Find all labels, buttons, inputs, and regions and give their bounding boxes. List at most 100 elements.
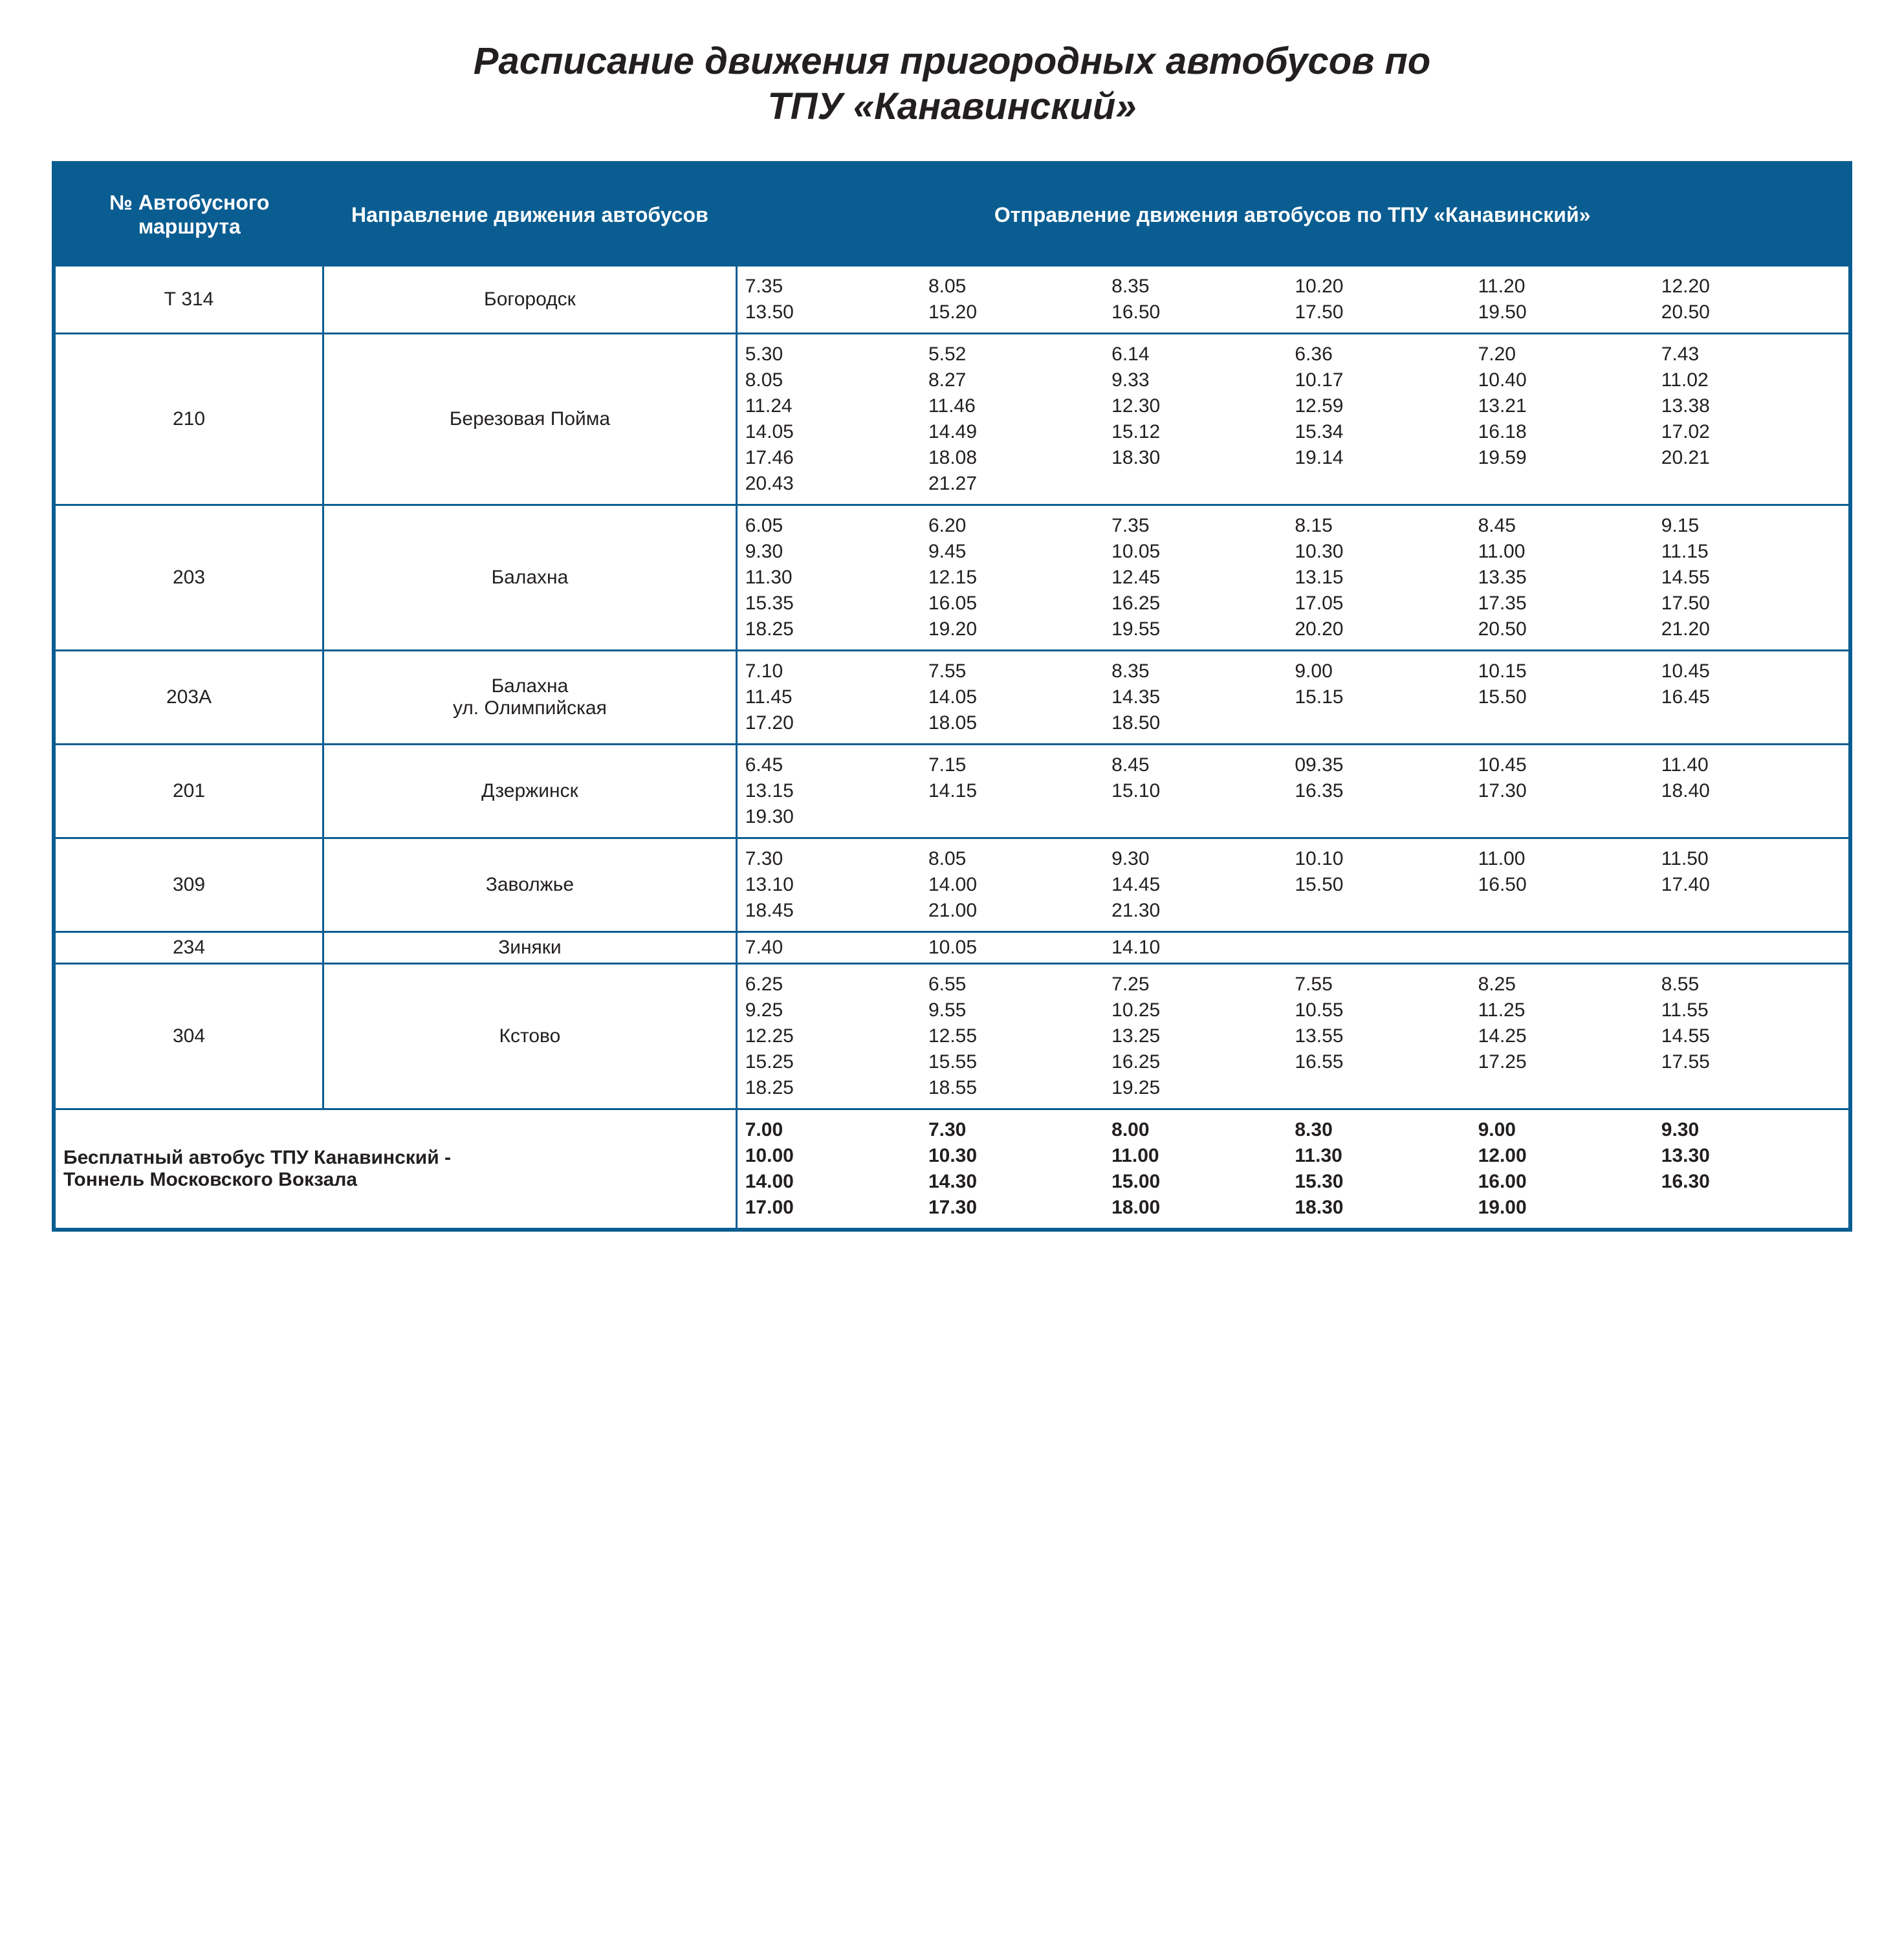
departure-time: 16.45 [1661, 686, 1841, 708]
departure-time: 6.55 [928, 974, 1108, 996]
departure-time: 18.50 [1111, 712, 1291, 734]
departure-time: 6.45 [745, 754, 925, 776]
departure-time: 15.35 [745, 593, 925, 615]
departure-time: 15.12 [1111, 421, 1291, 443]
departure-time: 14.45 [1111, 874, 1291, 896]
departure-time: 6.05 [745, 515, 925, 537]
departure-time: 7.55 [1295, 974, 1474, 996]
departure-time: 8.35 [1111, 276, 1291, 298]
departure-time: 11.46 [928, 395, 1108, 417]
departure-time: 10.15 [1478, 660, 1658, 682]
departure-time: 11.40 [1661, 754, 1841, 776]
departure-time: 17.30 [1478, 780, 1658, 802]
departure-time: 15.55 [928, 1051, 1108, 1073]
departure-time: 9.00 [1295, 660, 1474, 682]
table-row: Т 314Богородск7.358.058.3510.2011.2012.2… [54, 266, 1850, 334]
departure-time: 13.38 [1661, 395, 1841, 417]
departure-time: 15.20 [928, 301, 1108, 323]
departure-time: 7.15 [928, 754, 1108, 776]
departure-time: 15.34 [1295, 421, 1474, 443]
departure-time: 7.40 [745, 937, 925, 959]
route-number: 203 [54, 505, 323, 651]
departure-time: 10.45 [1661, 660, 1841, 682]
departure-time: 20.43 [745, 473, 925, 495]
departure-time: 10.55 [1295, 999, 1474, 1021]
departure-time: 11.15 [1661, 541, 1841, 563]
departure-time: 13.10 [745, 874, 925, 896]
destination: Березовая Пойма [323, 334, 737, 505]
departure-time: 11.30 [1295, 1145, 1474, 1167]
departure-time: 17.55 [1661, 1051, 1841, 1073]
departure-time: 7.30 [928, 1119, 1108, 1141]
departure-time: 6.36 [1295, 343, 1474, 365]
departure-time: 16.50 [1478, 874, 1658, 896]
route-number: Т 314 [54, 266, 323, 334]
departure-time: 8.05 [745, 369, 925, 391]
departure-time: 6.14 [1111, 343, 1291, 365]
departure-time: 16.00 [1478, 1171, 1658, 1193]
departure-time: 19.30 [745, 806, 925, 828]
departure-time: 20.50 [1478, 618, 1658, 640]
departure-time: 17.20 [745, 712, 925, 734]
departure-time: 17.25 [1478, 1051, 1658, 1073]
route-number: 210 [54, 334, 323, 505]
departure-time: 10.00 [745, 1145, 925, 1167]
departure-time: 11.55 [1661, 999, 1841, 1021]
table-row: 304Кстово6.256.557.257.558.258.559.259.5… [54, 964, 1850, 1109]
departure-time: 20.21 [1661, 447, 1841, 469]
departure-time: 13.25 [1111, 1025, 1291, 1047]
departure-time: 16.18 [1478, 421, 1658, 443]
departure-time: 14.30 [928, 1171, 1108, 1193]
departure-time: 16.55 [1295, 1051, 1474, 1073]
departure-time: 8.27 [928, 369, 1108, 391]
departure-time: 19.00 [1478, 1197, 1658, 1219]
departure-time: 17.35 [1478, 593, 1658, 615]
departure-time: 12.30 [1111, 395, 1291, 417]
destination: Богородск [323, 266, 737, 334]
departure-time: 17.30 [928, 1197, 1108, 1219]
destination: Балахна [323, 505, 737, 651]
departure-time: 20.20 [1295, 618, 1474, 640]
departure-time: 7.55 [928, 660, 1108, 682]
departure-time: 10.30 [1295, 541, 1474, 563]
col-header-departures: Отправление движения автобусов по ТПУ «К… [736, 163, 1850, 266]
departure-time: 11.45 [745, 686, 925, 708]
departure-time: 21.27 [928, 473, 1108, 495]
departure-time: 8.45 [1478, 515, 1658, 537]
table-row: 210Березовая Пойма5.305.526.146.367.207.… [54, 334, 1850, 505]
departure-time: 7.35 [745, 276, 925, 298]
departure-time: 8.15 [1295, 515, 1474, 537]
departure-times: 7.107.558.359.0010.1510.4511.4514.0514.3… [736, 651, 1850, 745]
departure-times: 7.4010.0514.10 [736, 932, 1850, 964]
departure-time: 16.25 [1111, 593, 1291, 615]
departure-time: 14.35 [1111, 686, 1291, 708]
departure-time: 11.00 [1111, 1145, 1291, 1167]
departure-time: 7.30 [745, 848, 925, 870]
departure-time: 14.05 [745, 421, 925, 443]
departure-time: 8.00 [1111, 1119, 1291, 1141]
departure-time: 16.05 [928, 593, 1108, 615]
departure-time: 11.00 [1478, 541, 1658, 563]
departure-time: 13.55 [1295, 1025, 1474, 1047]
departure-time: 13.15 [1295, 567, 1474, 589]
schedule-table: № Автобусного маршрута Направление движе… [52, 161, 1852, 1232]
departure-time: 13.30 [1661, 1145, 1841, 1167]
departure-times: 6.457.158.4509.3510.4511.4013.1514.1515.… [736, 745, 1850, 838]
departure-time: 18.30 [1295, 1197, 1474, 1219]
departure-time: 18.40 [1661, 780, 1841, 802]
departure-time: 14.05 [928, 686, 1108, 708]
departure-time: 8.05 [928, 276, 1108, 298]
departure-time: 11.00 [1478, 848, 1658, 870]
departure-time: 11.20 [1478, 276, 1658, 298]
departure-time: 14.55 [1661, 1025, 1841, 1047]
departure-time: 9.30 [745, 541, 925, 563]
departure-time: 19.55 [1111, 618, 1291, 640]
departure-time: 7.20 [1478, 343, 1658, 365]
departure-time: 8.05 [928, 848, 1108, 870]
departure-time: 16.25 [1111, 1051, 1291, 1073]
route-number: 203А [54, 651, 323, 745]
departure-time: 6.20 [928, 515, 1108, 537]
departure-time: 17.40 [1661, 874, 1841, 896]
departure-time: 15.00 [1111, 1171, 1291, 1193]
table-row: 203АБалахнаул. Олимпийская7.107.558.359.… [54, 651, 1850, 745]
